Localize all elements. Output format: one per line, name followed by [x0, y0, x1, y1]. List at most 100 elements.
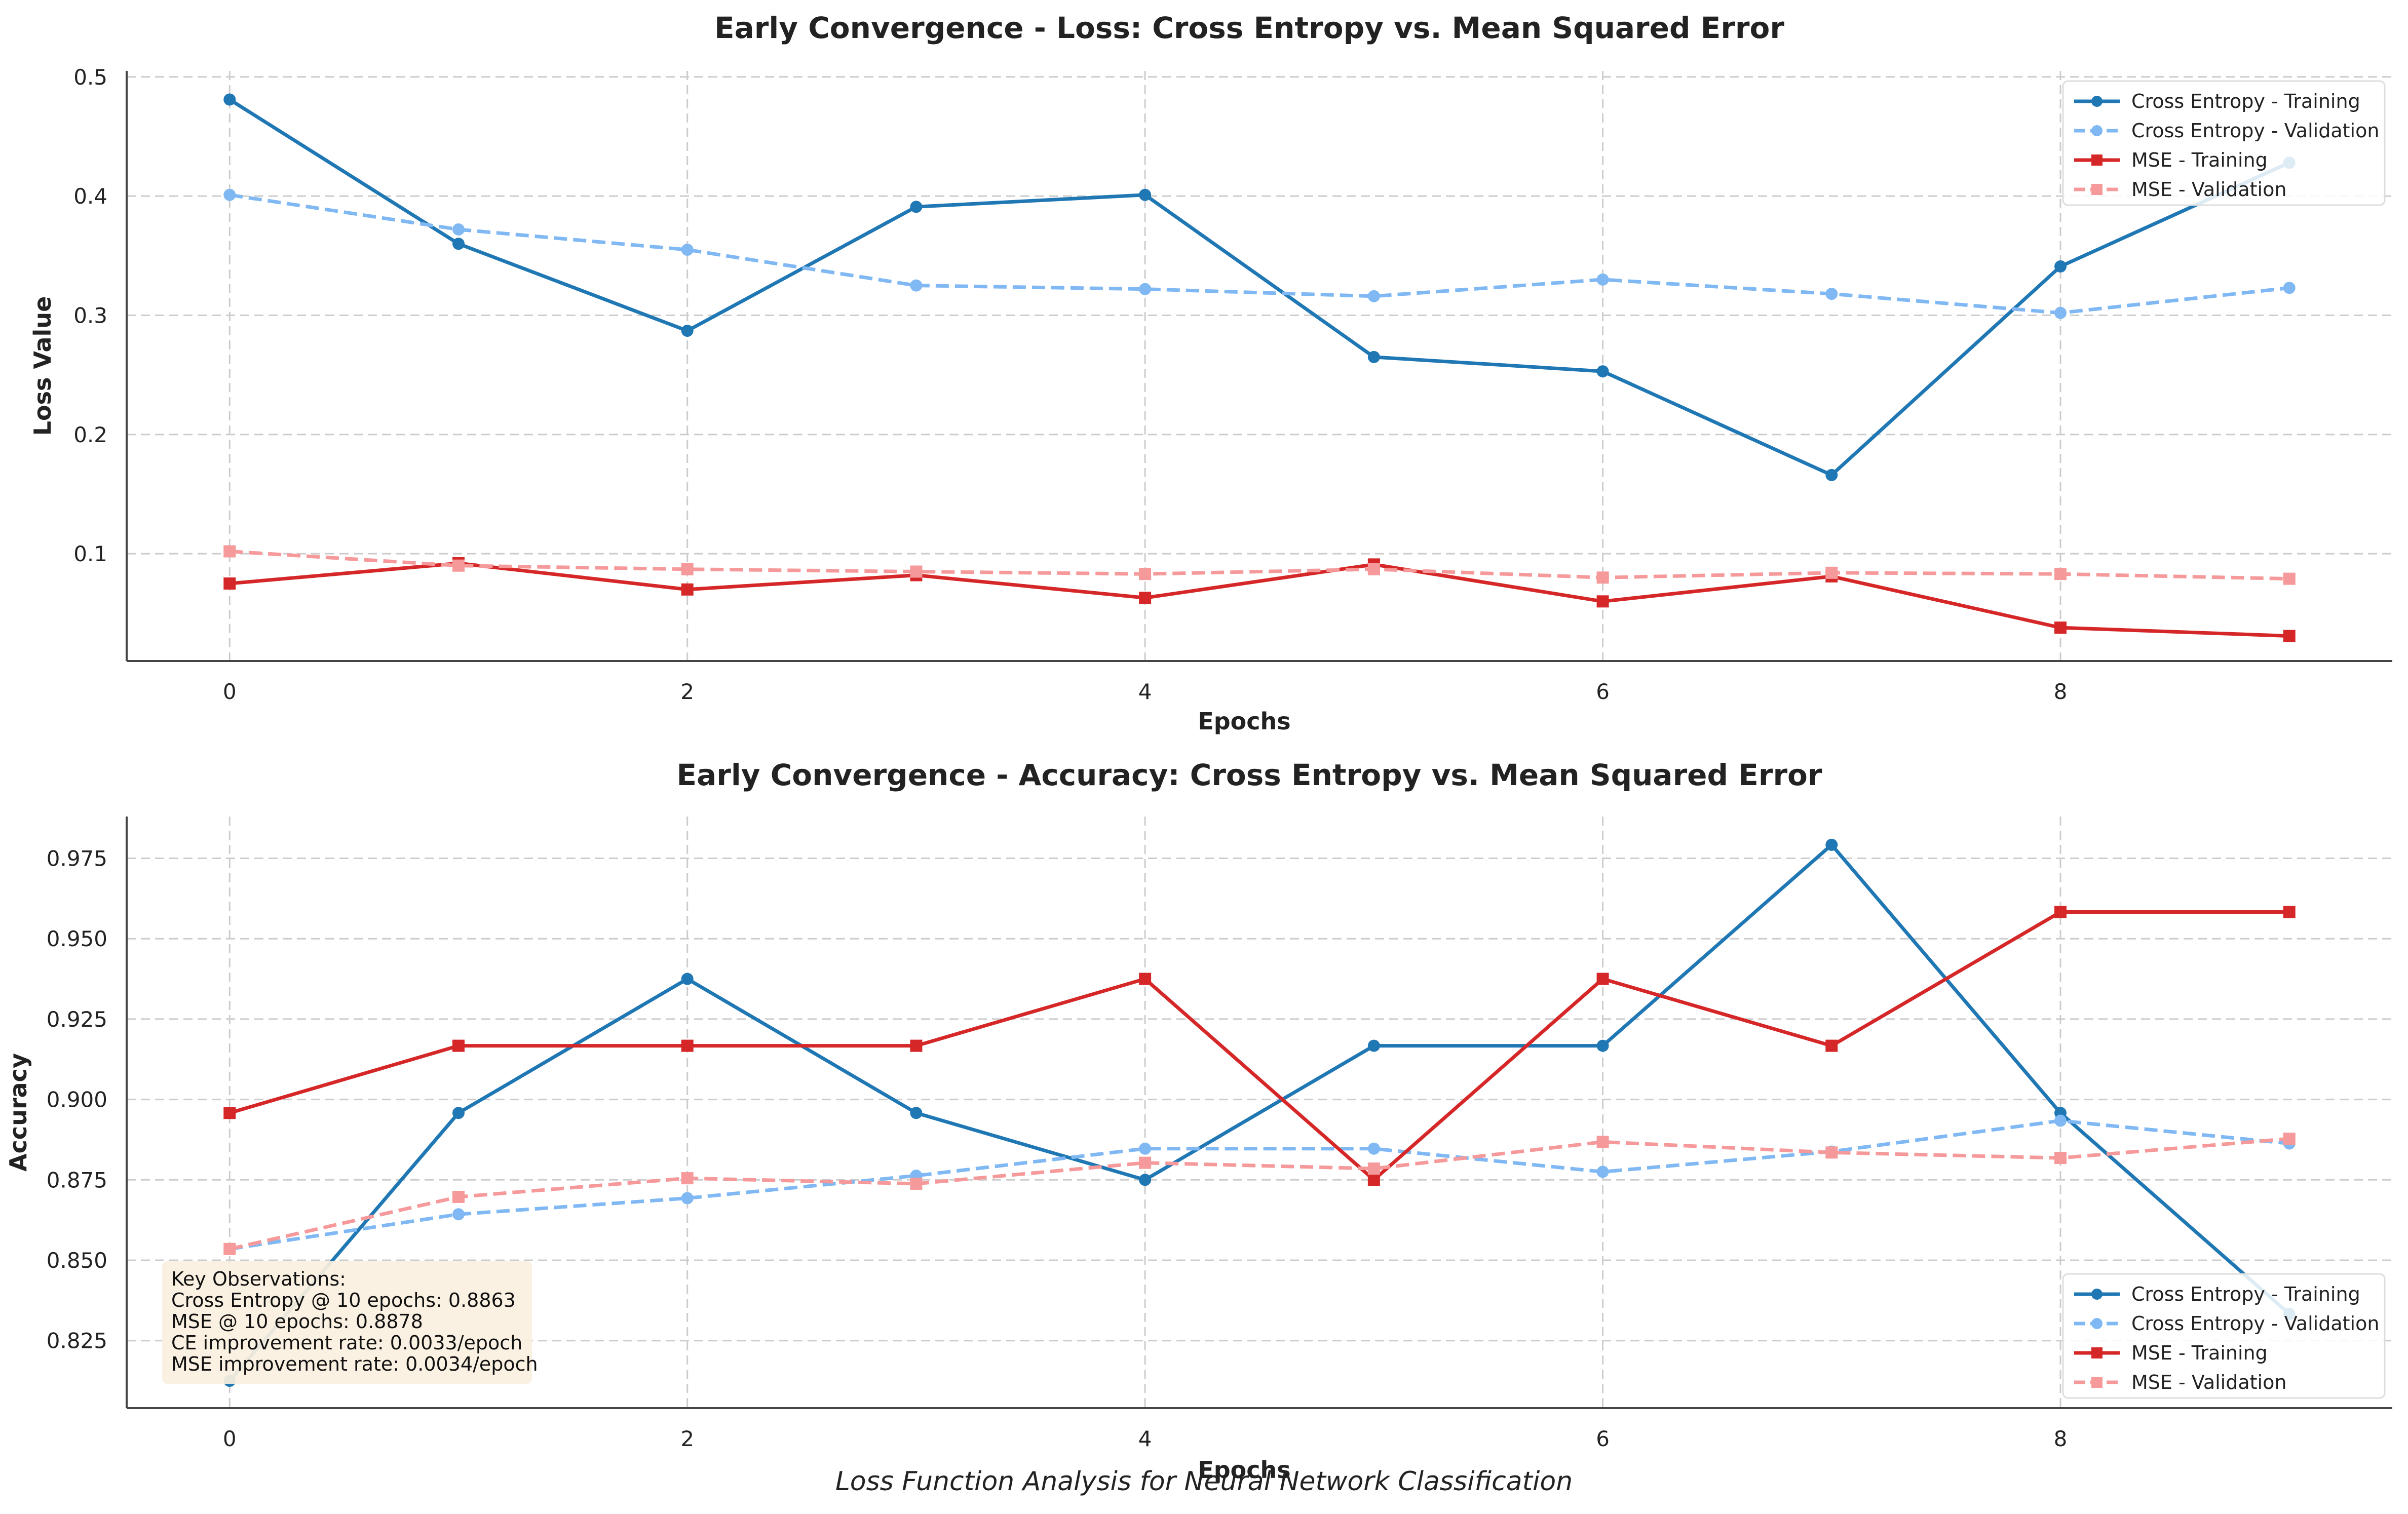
data-point — [1825, 1039, 1838, 1052]
data-point — [1596, 1136, 1609, 1148]
legend-swatch-marker — [2091, 184, 2103, 195]
data-point — [1596, 595, 1609, 608]
y-tick-label: 0.925 — [47, 1007, 107, 1032]
x-tick-label: 8 — [2054, 1426, 2068, 1451]
data-point — [452, 559, 465, 572]
annotation-line: CE improvement rate: 0.0033/epoch — [171, 1332, 522, 1354]
annotation-line: Key Observations: — [171, 1268, 346, 1290]
data-point — [1825, 566, 1838, 579]
data-point — [1825, 469, 1838, 481]
data-point — [681, 973, 694, 985]
annotation-line: MSE @ 10 epochs: 0.8878 — [171, 1310, 423, 1333]
data-point — [681, 1192, 694, 1205]
y-axis-label: Accuracy — [5, 1053, 32, 1172]
data-point — [1367, 563, 1380, 575]
x-tick-label: 0 — [223, 1426, 237, 1451]
y-tick-label: 0.2 — [73, 422, 107, 447]
data-point — [910, 279, 923, 292]
data-point — [2054, 568, 2067, 580]
data-point — [1139, 592, 1152, 604]
data-point — [1367, 290, 1380, 302]
legend-swatch-marker — [2091, 1347, 2103, 1358]
data-point — [452, 1039, 465, 1052]
data-point — [452, 238, 465, 250]
annotation-background — [162, 1261, 532, 1384]
data-point — [2054, 1152, 2067, 1164]
x-axis-label: Epochs — [1198, 1456, 1290, 1484]
legend-frame — [2062, 1273, 2386, 1399]
x-tick-label: 6 — [1596, 1426, 1610, 1451]
data-point — [1596, 365, 1609, 378]
data-point — [1596, 273, 1609, 286]
data-point — [910, 1107, 923, 1119]
data-point — [1139, 568, 1152, 580]
x-tick-label: 2 — [680, 1426, 694, 1451]
data-point — [2283, 572, 2296, 585]
data-point — [452, 223, 465, 236]
legend-entry: Cross Entropy - Training — [2131, 1283, 2360, 1305]
data-point — [452, 1107, 465, 1119]
data-point — [223, 188, 236, 201]
legend-entry: Cross Entropy - Validation — [2131, 120, 2379, 142]
series-line — [229, 193, 2290, 315]
data-point — [681, 244, 694, 256]
series-line — [229, 910, 2289, 1182]
y-tick-label: 0.4 — [73, 184, 107, 209]
series-line — [228, 98, 2290, 477]
chart-title: Early Convergence - Accuracy: Cross Entr… — [676, 758, 1822, 792]
data-point — [910, 201, 923, 213]
data-point — [1367, 1039, 1380, 1052]
legend-entry: Cross Entropy - Validation — [2131, 1312, 2379, 1335]
data-point — [2283, 906, 2296, 918]
data-point — [452, 1208, 465, 1221]
data-point — [1367, 1162, 1380, 1175]
data-point — [2054, 622, 2067, 634]
data-point — [2054, 260, 2067, 273]
data-point — [1139, 283, 1152, 295]
accuracy-chart: 0 2 4 6 8 0.825 0.850 0.875 0.900 0.925 0.950 0.975… — [5, 758, 2392, 1484]
data-point — [1596, 1039, 1609, 1052]
y-tick-label: 0.950 — [47, 926, 107, 951]
data-point — [681, 1039, 694, 1052]
legend-frame — [2062, 80, 2386, 206]
data-point — [681, 325, 694, 337]
data-point — [1367, 351, 1380, 363]
x-tick-label: 4 — [1138, 679, 1152, 704]
y-tick-label: 0.875 — [47, 1168, 107, 1192]
series-line — [229, 561, 2289, 638]
legend-entry: Cross Entropy - Training — [2131, 90, 2360, 112]
y-axis-label: Loss Value — [29, 296, 56, 436]
data-point — [910, 565, 923, 578]
data-point — [1139, 1142, 1152, 1155]
series-1 — [223, 1114, 2296, 1255]
legend: Cross Entropy - Training Cross Entropy - … — [2062, 1273, 2386, 1399]
legend-swatch-marker — [2091, 1289, 2103, 1300]
data-point — [681, 563, 694, 575]
y-tick-label: 0.825 — [47, 1329, 107, 1353]
data-point — [1367, 1142, 1380, 1155]
x-tick-label: 6 — [1596, 679, 1610, 704]
data-point — [223, 1107, 236, 1119]
series-0 — [223, 93, 2296, 481]
data-point — [1139, 1156, 1152, 1169]
data-point — [223, 93, 236, 106]
loss-chart: 0 2 4 6 8 0.1 0.2 0.3 0.4 0.5 Early Convergence - … — [29, 11, 2392, 735]
x-tick-label: 8 — [2054, 679, 2068, 704]
data-point — [1596, 1166, 1609, 1178]
data-point — [681, 1172, 694, 1185]
legend-swatch-marker — [2091, 96, 2103, 107]
data-point — [1139, 973, 1152, 985]
legend-swatch-marker — [2091, 1318, 2103, 1329]
series-2 — [223, 906, 2296, 1186]
figure-suptitle: Loss Function Analysis for Neural Networ… — [835, 1466, 1573, 1497]
series-3 — [223, 1133, 2296, 1255]
y-tick-label: 0.850 — [47, 1248, 107, 1273]
data-point — [910, 1039, 923, 1052]
data-point — [681, 583, 694, 596]
legend-entry: MSE - Training — [2131, 149, 2268, 171]
x-tick-label: 4 — [1138, 1426, 1152, 1451]
legend-entry: MSE - Validation — [2131, 178, 2286, 201]
x-tick-label: 0 — [223, 679, 237, 704]
chart-title: Early Convergence - Loss: Cross Entropy … — [714, 11, 1784, 45]
